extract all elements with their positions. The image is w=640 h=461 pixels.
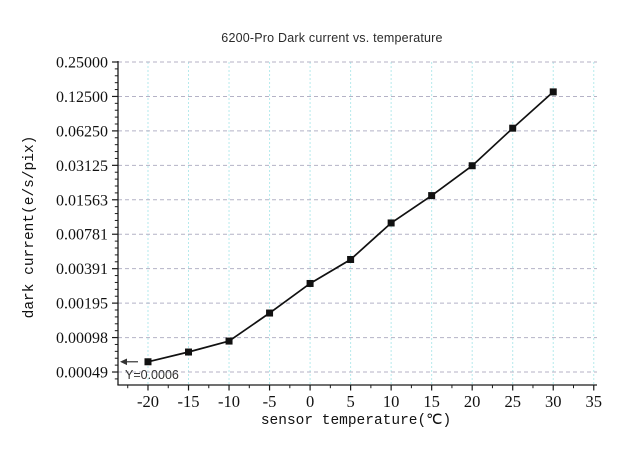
x-tick-label: -15 [178, 392, 200, 411]
y-tick-label: 0.12500 [56, 89, 108, 106]
data-point-marker [144, 358, 152, 366]
annotation-text: Y=0.0006 [125, 368, 179, 382]
data-point-marker [306, 279, 314, 287]
x-tick-label: 10 [383, 392, 400, 411]
x-tick-label: -20 [137, 392, 159, 411]
data-point-marker [387, 219, 395, 227]
data-point-marker [266, 309, 274, 317]
x-tick-label: 15 [423, 392, 440, 411]
y-tick-label: 0.00391 [56, 261, 108, 278]
y-tick-label: 0.01563 [56, 192, 108, 209]
data-point-marker [509, 124, 517, 132]
data-point-marker [185, 348, 193, 356]
x-tick-label: 35 [586, 392, 603, 411]
x-axis-label: sensor temperature(℃) [260, 413, 452, 429]
chart-title: 6200-Pro Dark current vs. temperature [221, 31, 443, 45]
x-tick-label: 20 [464, 392, 481, 411]
y-tick-label: 0.06250 [56, 123, 108, 140]
data-point-marker [225, 337, 233, 345]
x-tick-label: 30 [545, 392, 562, 411]
y-tick-label: 0.00195 [56, 296, 108, 313]
y-tick-label: 0.25000 [56, 55, 108, 72]
x-tick-label: -5 [263, 392, 277, 411]
y-tick-label: 0.00781 [56, 227, 108, 244]
x-tick-label: -10 [218, 392, 240, 411]
x-tick-label: 25 [504, 392, 521, 411]
y-axis-label: dark current(e/s/pix) [22, 135, 38, 319]
y-tick-label: 0.00098 [56, 330, 108, 347]
data-point-marker [468, 162, 476, 170]
data-point-marker [347, 255, 355, 263]
data-point-marker [428, 192, 436, 200]
data-point-marker [549, 88, 557, 96]
x-tick-label: 0 [306, 392, 314, 411]
y-tick-label: 0.03125 [56, 158, 108, 175]
y-tick-label: 0.00049 [56, 365, 108, 382]
x-tick-label: 5 [346, 392, 354, 411]
annotation-arrow-head [120, 358, 127, 366]
